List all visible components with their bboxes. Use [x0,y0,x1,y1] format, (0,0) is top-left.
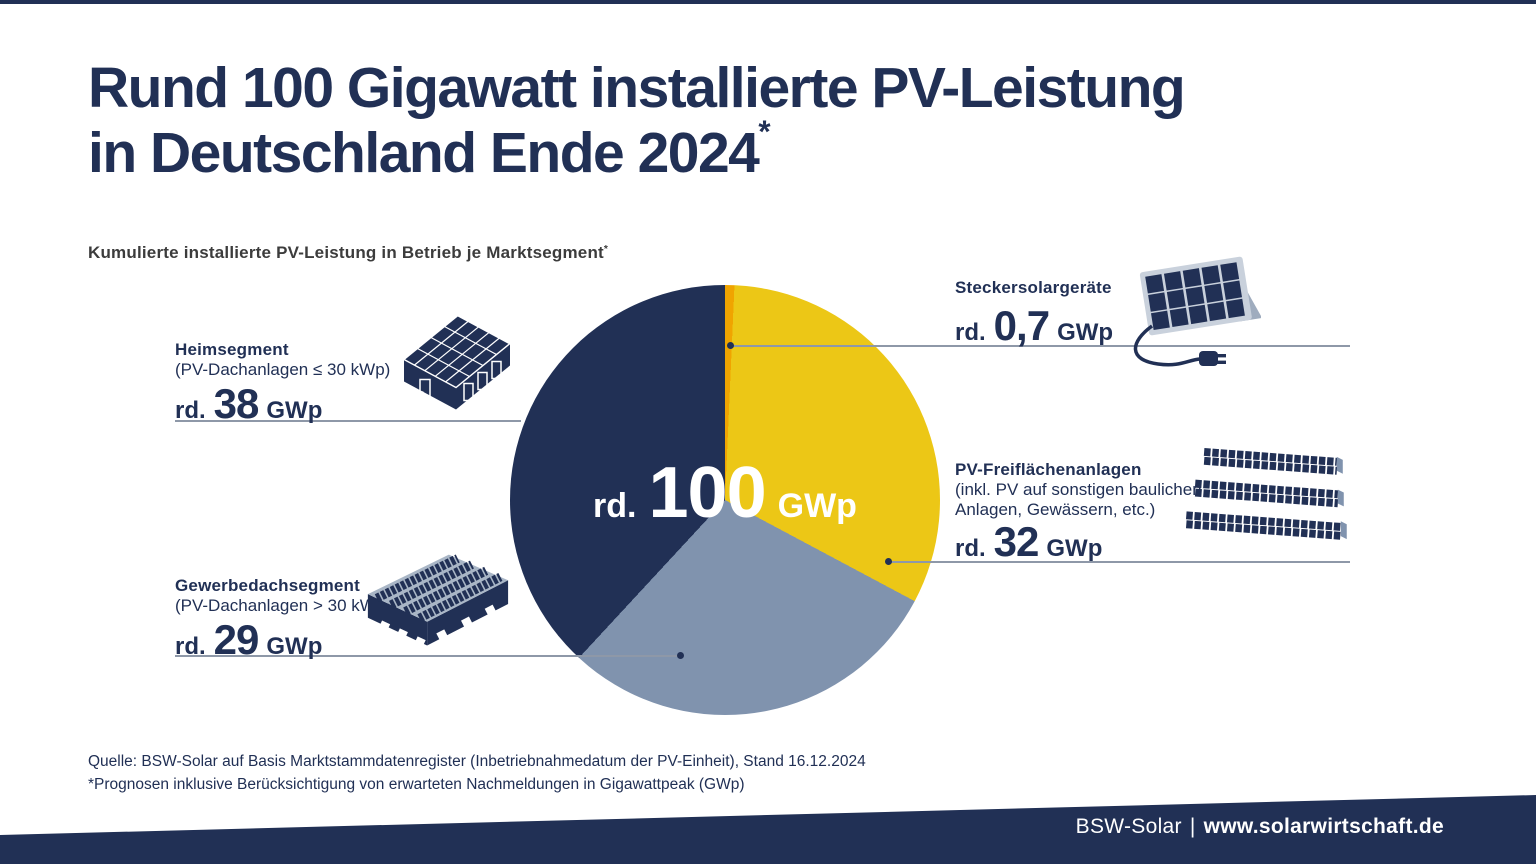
leader-dot-freiflaechen [885,558,892,565]
leader-line-freiflaechen [888,561,1350,563]
callout-freiflaechen-subtitle-1: (inkl. PV auf sonstigen baulichen [955,480,1202,499]
leader-line-gewerbedachsegment [175,655,681,657]
pie-center-prefix: rd. [593,487,637,525]
top-accent-bar [0,0,1536,4]
callout-gewerbedachsegment-subtitle: (PV-Dachanlagen > 30 kWp) [175,596,391,615]
pie-center-value: 100 [648,453,767,533]
subtitle-footnote-marker: * [603,244,609,255]
leader-dot-steckersolar [727,342,734,349]
callout-steckersolar: Steckersolargeräte rd. 0,7 GWp [955,278,1113,347]
callout-heimsegment-subtitle: (PV-Dachanlagen ≤ 30 kWp) [175,360,391,379]
footer-text: BSW-Solar | www.solarwirtschaft.de [1076,815,1444,839]
ground-mounted-pv-icon [1186,447,1347,540]
pie-center-unit: GWp [777,487,857,525]
callout-heimsegment-title: Heimsegment [175,340,289,359]
plug-in-solar-icon [1133,256,1261,367]
notes-block: Quelle: BSW-Solar auf Basis Marktstammda… [88,750,866,796]
callout-gewerbedachsegment: Gewerbedachsegment (PV-Dachanlagen > 30 … [175,576,391,661]
title-line-1: Rund 100 Gigawatt installierte PV-Leistu… [88,56,1186,120]
callout-gewerbedachsegment-value: rd. 29 GWp [175,616,323,663]
website-link[interactable]: www.solarwirtschaft.de [1203,815,1444,838]
callout-heimsegment: Heimsegment (PV-Dachanlagen ≤ 30 kWp) rd… [175,340,390,425]
page-title: Rund 100 Gigawatt installierte PV-Leistu… [88,56,1186,186]
callout-steckersolar-title: Steckersolargeräte [955,278,1112,297]
brand-name: BSW-Solar [1075,815,1182,838]
leader-line-heimsegment [175,420,521,422]
chart-subtitle: Kumulierte installierte PV-Leistung in B… [88,243,609,262]
callout-steckersolar-value: rd. 0,7 GWp [955,302,1114,349]
house-icon [402,314,512,410]
callout-gewerbedachsegment-title: Gewerbedachsegment [175,576,360,595]
source-note: Quelle: BSW-Solar auf Basis Marktstammda… [88,753,866,770]
title-line-2: in Deutschland Ende 2024 [88,121,760,185]
callout-freiflaechen-subtitle-2: Anlagen, Gewässern, etc.) [955,500,1156,519]
leader-dot-gewerbedachsegment [677,652,684,659]
leader-line-steckersolar [730,345,1350,347]
footnote: *Prognosen inklusive Berücksichtigung vo… [88,776,745,793]
callout-freiflaechen-title: PV-Freiflächenanlagen [955,460,1142,479]
callout-heimsegment-value: rd. 38 GWp [175,380,323,427]
footer-separator: | [1189,815,1196,838]
callout-freiflaechen: PV-Freiflächenanlagen (inkl. PV auf sons… [955,460,1202,563]
flat-roof-icon [367,554,509,653]
pie-center-label: rd. 100 GWp [510,452,940,542]
pie-chart [510,285,940,715]
title-footnote-marker: * [758,114,770,149]
callout-freiflaechen-value: rd. 32 GWp [955,518,1103,565]
